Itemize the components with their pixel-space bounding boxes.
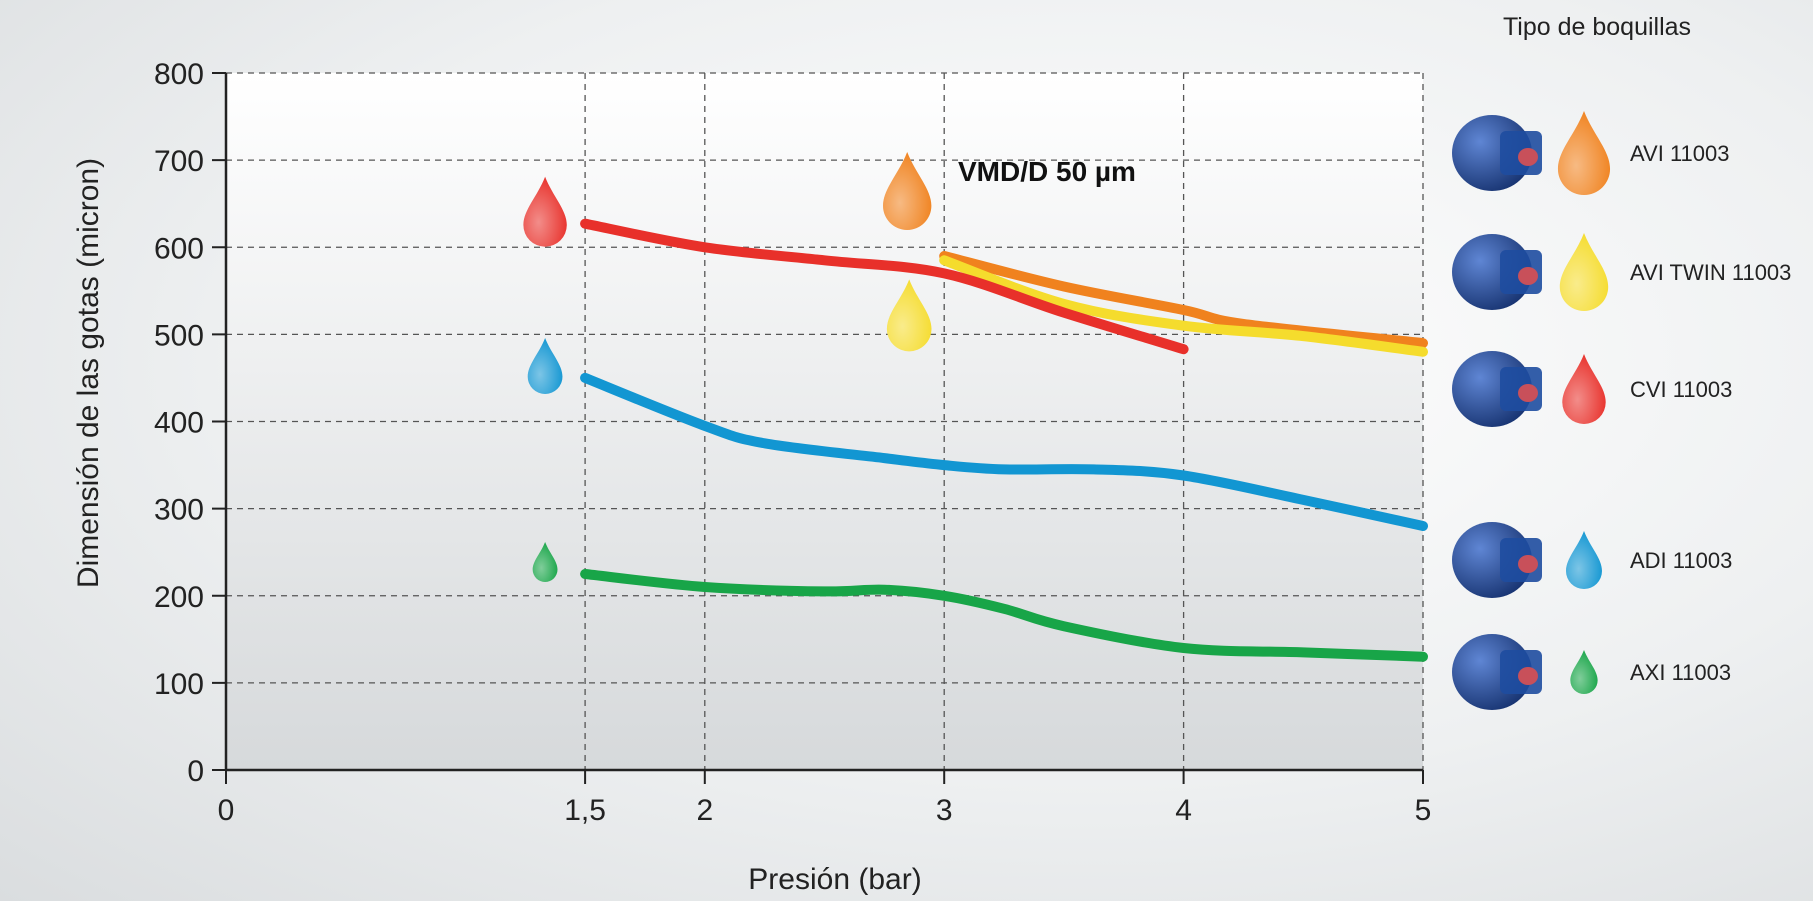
y-tick-label: 500 — [154, 319, 204, 352]
y-tick-labels: 0 100 200 300 400 500 600 700 800 — [154, 58, 204, 788]
legend-drop-axi-11003 — [1570, 650, 1598, 694]
legend-drop-adi-11003 — [1566, 531, 1602, 589]
nozzle-icon — [1452, 115, 1542, 191]
legend-item-axi-11003: AXI 11003 — [1452, 634, 1731, 710]
legend-drop-cvi-11003 — [1562, 354, 1606, 424]
legend-label: AVI 11003 — [1630, 141, 1729, 166]
y-tick-label: 800 — [154, 58, 204, 91]
y-tick-label: 0 — [187, 755, 204, 788]
series-drop-markers — [523, 151, 932, 582]
axes — [212, 72, 1424, 784]
legend-item-cvi-11003: CVI 11003 — [1452, 351, 1732, 427]
legend-drop-avi-11003 — [1557, 111, 1611, 196]
legend-item-adi-11003: ADI 11003 — [1452, 522, 1732, 598]
legend: AVI 11003 AVI TWIN 11003 CVI 11003 ADI 1100… — [1452, 111, 1791, 710]
x-tick-label: 0 — [218, 794, 235, 827]
drop-marker-adi-11003 — [527, 337, 563, 394]
legend-label: ADI 11003 — [1630, 548, 1732, 573]
series-line-cvi-11003 — [580, 218, 1189, 355]
nozzle-icon — [1452, 522, 1542, 598]
x-tick-labels: 0 1,5 2 3 4 5 — [218, 794, 1432, 827]
series-line-axi-11003 — [580, 569, 1428, 662]
nozzle-icon — [1452, 234, 1542, 310]
y-tick-label: 200 — [154, 581, 204, 614]
x-axis-title: Presión (bar) — [748, 863, 921, 896]
x-tick-label: 2 — [696, 794, 713, 827]
x-tick-label: 5 — [1415, 794, 1432, 827]
series-lines — [580, 218, 1428, 662]
series-line-avi-11003 — [939, 251, 1428, 349]
legend-item-avi-11003: AVI 11003 — [1452, 111, 1729, 196]
drop-marker-cvi-11003 — [523, 176, 567, 247]
y-axis-title: Dimensión de las gotas (micron) — [72, 158, 105, 588]
series-line-adi-11003 — [580, 372, 1428, 531]
x-tick-label: 1,5 — [564, 794, 606, 827]
legend-drop-avi-twin-11003 — [1559, 233, 1609, 312]
drop-marker-avi-twin-11003 — [886, 279, 932, 352]
legend-label: AVI TWIN 11003 — [1630, 260, 1791, 285]
y-tick-label: 600 — [154, 232, 204, 265]
nozzle-icon — [1452, 351, 1542, 427]
nozzle-icon — [1452, 634, 1542, 710]
legend-label: CVI 11003 — [1630, 377, 1732, 402]
vmd-annotation: VMD/D 50 µm — [958, 156, 1136, 187]
drop-marker-avi-11003 — [883, 151, 932, 230]
legend-title: Tipo de boquillas — [1503, 13, 1691, 41]
x-tick-label: 4 — [1175, 794, 1192, 827]
y-tick-label: 100 — [154, 668, 204, 701]
drop-marker-axi-11003 — [532, 541, 558, 582]
series-line-avi-twin-11003 — [939, 255, 1428, 357]
y-tick-label: 300 — [154, 494, 204, 527]
y-tick-label: 400 — [154, 407, 204, 440]
legend-item-avi-twin-11003: AVI TWIN 11003 — [1452, 233, 1791, 312]
x-tick-label: 3 — [936, 794, 953, 827]
legend-label: AXI 11003 — [1630, 660, 1731, 685]
y-tick-label: 700 — [154, 145, 204, 178]
